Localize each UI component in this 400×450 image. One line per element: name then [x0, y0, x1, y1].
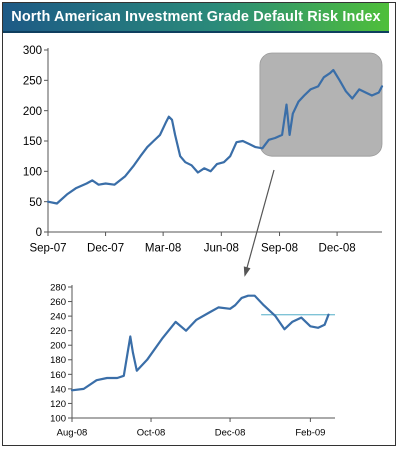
main-y-tick-label: 300	[23, 45, 42, 57]
zoom-y-tick-label: 220	[50, 326, 66, 337]
zoom-y-tick-label: 240	[50, 312, 66, 323]
main-highlight-box	[259, 52, 383, 157]
main-x-tick-label: Dec-08	[319, 243, 356, 255]
zoom-y-tick-label: 100	[50, 413, 66, 424]
zoom-x-tick-label: Dec-08	[215, 428, 246, 439]
main-y-tick-label: 200	[23, 106, 42, 118]
chart-title: North American Investment Grade Default …	[11, 9, 381, 25]
zoom-arrow-head	[243, 266, 251, 277]
main-y-tick-label: 100	[23, 166, 42, 178]
main-x-tick-label: Sep-07	[29, 243, 66, 255]
zoom-x-tick-label: Feb-09	[295, 428, 325, 439]
main-x-tick-label: Dec-07	[87, 243, 124, 255]
zoom-x-tick-label: Aug-08	[57, 428, 88, 439]
zoom-x-tick-label: Oct-08	[137, 428, 166, 439]
zoom-y-tick-label: 140	[50, 384, 66, 395]
zoom-y-tick-label: 280	[50, 282, 66, 293]
main-y-tick-label: 0	[36, 227, 42, 239]
main-y-tick-label: 150	[23, 136, 42, 148]
main-x-tick-label: Mar-08	[145, 243, 181, 255]
zoom-arrow	[244, 169, 275, 276]
main-y-tick-label: 50	[29, 197, 42, 209]
title-bar: North American Investment Grade Default …	[3, 3, 389, 33]
main-series-line-0	[46, 68, 384, 205]
zoom-y-tick-label: 120	[50, 399, 66, 410]
main-x-tick-label: Jun-08	[204, 243, 239, 255]
zoom-y-tick-label: 200	[50, 341, 66, 352]
main-x-tick-label: Sep-08	[261, 243, 298, 255]
zoom-series-line-0	[70, 294, 330, 392]
main-chart: 0 50 100 150 200 250 300 Sep-07 Dec-07 Mar-08 Jun-…	[23, 45, 384, 255]
zoom-y-tick-label: 180	[50, 355, 66, 366]
main-y-tick-label: 250	[23, 75, 42, 87]
zoom-y-tick-label: 260	[50, 297, 66, 308]
zoom-chart: 100 120 140 160 180 200 220 240 260 280 Aug-08 Oct-…	[50, 282, 335, 439]
zoom-y-tick-label: 160	[50, 370, 66, 381]
